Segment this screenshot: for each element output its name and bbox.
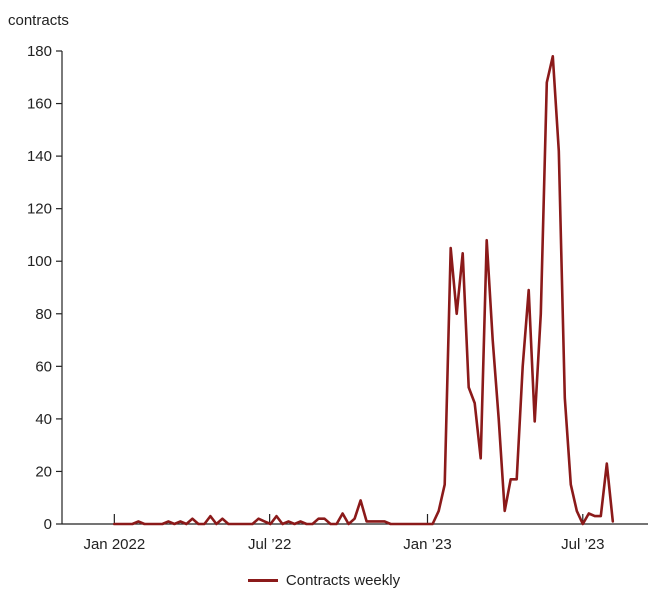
x-tick-label: Jan ’23 <box>403 536 451 553</box>
y-tick-label: 100 <box>27 253 52 270</box>
y-tick-label: 0 <box>44 516 52 533</box>
y-tick-label: 60 <box>35 358 52 375</box>
y-tick-label: 40 <box>35 411 52 428</box>
x-tick-label: Jan 2022 <box>83 536 145 553</box>
y-tick-label: 80 <box>35 306 52 323</box>
y-tick-label: 140 <box>27 148 52 165</box>
series-layer <box>113 54 615 526</box>
legend-swatch-contracts-weekly <box>247 579 278 582</box>
x-tick-label: Jul ’22 <box>248 536 291 553</box>
legend: Contracts weekly <box>0 572 648 589</box>
y-tick-label: 180 <box>27 43 52 60</box>
series-line-contracts-weekly <box>113 54 615 526</box>
legend-label-contracts-weekly: Contracts weekly <box>285 572 401 589</box>
y-axis: 0 20 40 60 80 100 120 140 160 180 <box>27 43 63 533</box>
y-axis-unit-label: contracts <box>8 12 69 29</box>
y-tick-label: 120 <box>27 201 52 218</box>
x-tick-label: Jul ’23 <box>561 536 604 553</box>
y-tick-label: 160 <box>27 96 52 113</box>
y-tick-label: 20 <box>35 463 52 480</box>
